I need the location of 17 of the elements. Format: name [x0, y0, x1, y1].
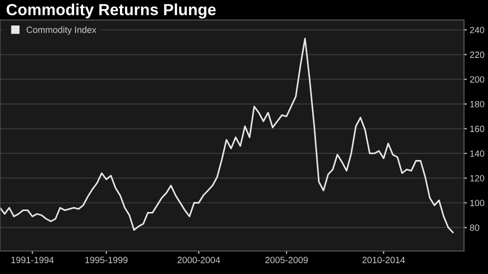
y-tick-label: 100 [470, 200, 484, 206]
y-tick-label: 200 [470, 76, 484, 83]
x-tick-label: 1991-1994 [11, 256, 54, 264]
y-tick-label: 80 [470, 224, 480, 231]
x-tick-label: 2000-2004 [178, 256, 220, 264]
legend-label: Commodity Index [26, 26, 96, 35]
y-tick-label: 220 [470, 52, 484, 58]
line-series [0, 38, 454, 234]
x-tick-label: 2005-2009 [265, 256, 308, 264]
y-tick-label: 160 [470, 126, 484, 132]
y-tick-label: 180 [470, 100, 484, 108]
x-tick-label: 2010-2014 [362, 256, 405, 264]
chart-title: Commodity Returns Plunge [6, 4, 216, 18]
y-tick-label: 240 [470, 26, 484, 34]
x-tick-label: 1995-1999 [85, 256, 128, 264]
y-tick-label: 140 [470, 150, 484, 157]
y-tick-label: 120 [470, 175, 484, 182]
